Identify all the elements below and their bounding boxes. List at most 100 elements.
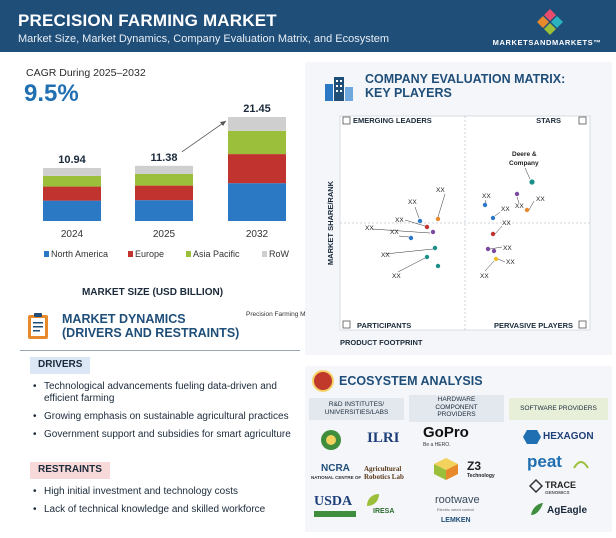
legend-swatch [128, 251, 133, 257]
trend-arrow-line [181, 120, 227, 153]
bar-segment-2032-row [228, 117, 286, 131]
company-point [514, 191, 520, 197]
leader-label-line1: Deere & [512, 151, 537, 158]
peat-wave-icon [573, 461, 589, 469]
column-rnd: R&D INSTITUTES/ UNIVERSITIES/LABS [309, 398, 404, 420]
page-subtitle: Market Size, Market Dynamics, Company Ev… [18, 33, 390, 45]
legend-item: Europe [135, 249, 164, 259]
ncra-logo: NCRA [321, 463, 350, 474]
company-point [424, 254, 430, 260]
x-tick-label: 2032 [246, 229, 269, 240]
company-label: XX [536, 196, 545, 203]
company-label: XX [392, 273, 401, 280]
ecosystem-title: ECOSYSTEM ANALYSIS [339, 374, 483, 388]
company-point [430, 229, 436, 235]
column-hardware-line1: HARDWARE [437, 396, 476, 403]
trace-sub: GENOMICS [545, 490, 570, 495]
column-hardware-line2: COMPONENT [435, 403, 478, 411]
company-label: XX [395, 217, 404, 224]
company-point [493, 256, 499, 262]
page-title: PRECISION FARMING MARKET [18, 11, 277, 30]
ageagle-logo: AgEagle [547, 505, 588, 516]
bar-total-label: 10.94 [58, 154, 86, 166]
market-note: Precision Farming Market [246, 311, 321, 318]
company-label: XX [436, 187, 445, 194]
company-point [524, 207, 530, 213]
rootwave-logo: rootwave [435, 494, 480, 506]
restraints-label: RESTRAINTS [30, 462, 110, 479]
column-software: SOFTWARE PROVIDERS [509, 398, 608, 420]
restraints-list: High initial investment and technology c… [33, 486, 298, 522]
hexagon-logo-icon [523, 430, 541, 444]
bar-total-label: 11.38 [151, 152, 178, 164]
company-point [491, 248, 497, 254]
company-point [485, 246, 491, 252]
x-tick-label: 2025 [153, 229, 176, 240]
y-axis-label: MARKET SHARE/RANK [326, 180, 335, 265]
driver-item: Government support and subsidies for sma… [33, 429, 298, 441]
iresa-logo: IRESA [373, 508, 395, 515]
drivers-label: DRIVERS [30, 357, 90, 374]
matrix-title-line1: COMPANY EVALUATION MATRIX: [365, 72, 566, 86]
bar-segment-2024-row [43, 167, 101, 176]
ncra-sub: NATIONAL CENTRE OF [311, 475, 362, 480]
leader-label-line2: Company [509, 160, 539, 167]
trace-logo: TRACE [545, 480, 576, 490]
column-hardware-line3: PROVIDERS [437, 411, 476, 418]
bar-segment-2025-north-america [135, 200, 193, 221]
company-point [435, 216, 441, 222]
company-matrix: EMERGING LEADERS STARS PARTICIPANTS PERV… [326, 115, 591, 347]
z3-cube-icon [434, 458, 458, 480]
company-label: XX [480, 273, 489, 280]
marketsandmarkets-logo: MARKETSANDMARKETS™ [492, 8, 602, 48]
restraint-item: Lack of technical knowledge and skilled … [33, 504, 298, 516]
driver-item: Technological advancements fueling data-… [33, 381, 298, 405]
bar-segment-2032-europe [228, 154, 286, 184]
arl-line2: Robotics Lab [364, 473, 404, 481]
company-point [432, 245, 438, 251]
column-rnd-line2: UNIVERSITIES/LABS [324, 408, 389, 416]
z3-logo: Z3 [467, 459, 482, 473]
company-point [482, 202, 488, 208]
quadrant-emerging-leaders: EMERGING LEADERS [353, 116, 432, 125]
logo-diamonds-icon [537, 9, 563, 35]
iresa-leaf-icon [367, 494, 379, 506]
market-dynamics-title-line2: (DRIVERS AND RESTRAINTS) [62, 326, 240, 340]
gopro-logo: GoPro [423, 424, 469, 441]
matrix-title: COMPANY EVALUATION MATRIX: KEY PLAYERS [365, 72, 565, 100]
usda-logo: USDA [314, 494, 353, 509]
bar-segment-2025-asia-pacific [135, 173, 193, 186]
company-label: XX [390, 229, 399, 236]
matrix-title-line2: KEY PLAYERS [365, 86, 452, 100]
company-point [408, 235, 414, 241]
section-divider [20, 350, 300, 351]
trend-arrow-head [220, 121, 226, 126]
company-point-deere [529, 179, 535, 185]
driver-item: Growing emphasis on sustainable agricult… [33, 411, 298, 423]
company-label: XX [506, 259, 515, 266]
quadrant-stars: STARS [536, 116, 561, 125]
arl-line1: Agricultural [364, 465, 402, 473]
legend-swatch [186, 251, 191, 257]
quadrant-icon-tl [342, 116, 351, 125]
quadrant-icon-br [578, 320, 587, 329]
company-point [490, 231, 496, 237]
trace-logo-icon [529, 479, 543, 493]
buildings-icon [325, 77, 353, 101]
bar-segment-2032-north-america [228, 183, 286, 221]
ageagle-logo-icon [531, 503, 543, 515]
drivers-list: Technological advancements fueling data-… [33, 381, 298, 447]
x-tick-label: 2024 [61, 229, 84, 240]
cagr-value: 9.5% [24, 80, 79, 107]
company-label: XX [502, 220, 511, 227]
peat-logo: peat [527, 452, 562, 471]
lemken-logo: LEMKEN [441, 517, 471, 524]
column-hardware: HARDWARE COMPONENT PROVIDERS [409, 395, 504, 422]
column-rnd-line1: R&D INSTITUTES/ [328, 401, 385, 408]
legend-item: North America [51, 249, 108, 259]
quadrant-icon-bl [342, 320, 351, 329]
bar-segment-2025-europe [135, 185, 193, 201]
arl-logo: Agricultural Robotics Lab [364, 465, 404, 481]
chart-x-label: MARKET SIZE (USD BILLION) [81, 287, 224, 298]
hexagon-logo: HEXAGON [543, 431, 594, 442]
